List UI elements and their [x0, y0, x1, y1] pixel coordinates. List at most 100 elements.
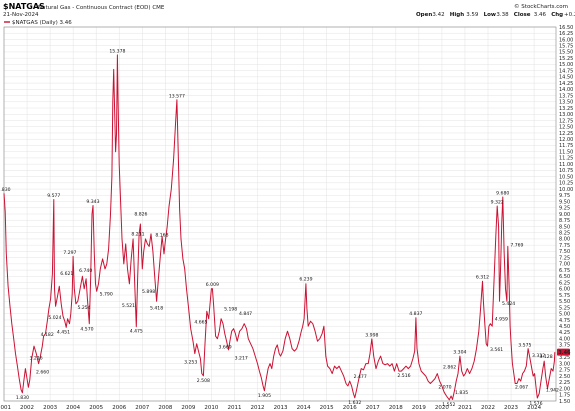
x-tick-label: 2022 [481, 405, 495, 411]
last-price-tag-bg [557, 348, 570, 356]
data-label: 1.835 [455, 390, 468, 396]
data-label: 3.575 [518, 343, 531, 349]
x-tick-label: 2018 [389, 405, 403, 411]
data-label: 3.332 [532, 353, 545, 359]
quote-value: 3.59 [466, 12, 479, 18]
quote-label: Open [416, 12, 432, 18]
last-price-tag-label: 3.46 [558, 350, 571, 356]
plot-frame [3, 26, 557, 402]
x-tick-label: 2021 [458, 405, 472, 411]
y-tick-label: 6.50 [559, 274, 570, 280]
y-tick-label: 5.00 [559, 312, 570, 318]
data-label: 2.070 [438, 384, 451, 390]
data-label: 3.669 [219, 344, 232, 350]
data-label: 2.862 [443, 365, 456, 371]
data-label: 3.217 [235, 356, 248, 362]
data-label: 6.621 [60, 271, 73, 277]
data-label: 4.570 [80, 326, 93, 332]
x-tick-label: 2020 [435, 405, 449, 411]
x-tick-label: 2002 [20, 405, 34, 411]
y-tick-label: 14.75 [559, 68, 573, 74]
data-label: 8.826 [134, 212, 147, 218]
y-tick-label: 2.50 [559, 374, 570, 380]
x-tick-label: 2006 [112, 405, 126, 411]
data-label: 1.905 [258, 393, 271, 399]
x-tick-label: 2023 [504, 405, 518, 411]
chart-date: 21-Nov-2024 [3, 12, 39, 18]
y-tick-label: 3.25 [559, 355, 570, 361]
y-tick-label: 5.50 [559, 299, 570, 305]
y-tick-label: 8.50 [559, 224, 570, 230]
data-label: 1.552 [442, 402, 455, 408]
y-tick-label: 8.75 [559, 218, 570, 224]
data-label: 4.837 [409, 311, 422, 317]
quote-label: High [450, 12, 464, 18]
x-tick-label: 2011 [227, 405, 241, 411]
y-tick-label: 10.00 [559, 187, 573, 193]
y-tick-label: 11.50 [559, 149, 573, 155]
y-tick-label: 10.50 [559, 174, 573, 180]
data-label: 7.297 [63, 250, 76, 256]
data-label: 4.182 [41, 332, 54, 338]
symbol-title: $NATGAS [3, 2, 45, 11]
grid [3, 26, 556, 402]
data-label: 4.475 [130, 329, 143, 335]
data-label: 4.959 [495, 317, 508, 323]
x-tick-label: 2009 [181, 405, 195, 411]
chart-header: $NATGAS Natural Gas - Continuous Contrac… [3, 2, 575, 18]
x-tick-label: 2013 [274, 405, 288, 411]
data-label: 6.239 [299, 276, 312, 282]
data-label: 5.898 [142, 289, 155, 295]
quote-label: Chg [551, 12, 563, 18]
y-tick-label: 4.25 [559, 330, 570, 336]
y-tick-label: 3.75 [559, 343, 570, 349]
x-tick-label: 2019 [412, 405, 426, 411]
x-tick-label: 2008 [158, 405, 172, 411]
y-tick-label: 15.25 [559, 56, 573, 62]
y-tick-label: 13.50 [559, 100, 573, 106]
y-tick-label: 14.25 [559, 81, 573, 87]
data-label: 5.024 [48, 315, 61, 321]
x-tick-label: 2007 [135, 405, 149, 411]
data-label: 5.521 [122, 303, 135, 309]
data-label: 9.343 [86, 199, 99, 205]
data-label: 2.508 [197, 378, 210, 384]
y-tick-label: 12.25 [559, 131, 573, 137]
y-tick-label: 6.25 [559, 280, 570, 286]
y-tick-label: 10.25 [559, 181, 573, 187]
data-label: 6.009 [206, 282, 219, 288]
x-tick-label: 2012 [251, 405, 265, 411]
y-tick-label: 4.50 [559, 324, 570, 330]
x-tick-label: 2015 [320, 405, 334, 411]
y-tick-label: 5.25 [559, 305, 570, 311]
data-label: 6.312 [476, 275, 489, 281]
y-tick-label: 9.00 [559, 212, 570, 218]
data-label: 6.740 [79, 268, 92, 274]
x-tick-label: 2005 [89, 405, 103, 411]
x-tick-label: 2016 [343, 405, 357, 411]
quote-value: +0.29 (+9.05%) [564, 12, 575, 18]
data-label: 8.211 [131, 231, 144, 237]
data-label: 13.577 [169, 93, 185, 99]
data-label: 3.128 [540, 354, 553, 360]
y-tick-label: 12.75 [559, 118, 573, 124]
x-tick-label: 2004 [66, 405, 80, 411]
data-label: 9.680 [496, 191, 509, 197]
data-label: 5.254 [77, 305, 90, 311]
y-tick-label: 15.75 [559, 44, 573, 50]
y-tick-label: 2.00 [559, 386, 570, 392]
data-label: 3.253 [184, 359, 197, 365]
x-tick-label: 2010 [204, 405, 218, 411]
data-label: 2.660 [36, 370, 49, 376]
data-label: 1.942 [546, 388, 559, 394]
y-tick-label: 14.50 [559, 75, 573, 81]
y-tick-label: 16.50 [559, 25, 573, 31]
quote-label: Low [484, 12, 496, 18]
y-tick-label: 9.75 [559, 193, 570, 199]
y-tick-label: 16.00 [559, 37, 573, 43]
y-tick-label: 10.75 [559, 168, 573, 174]
y-tick-label: 5.75 [559, 293, 570, 299]
data-label: 1.830 [16, 395, 29, 401]
